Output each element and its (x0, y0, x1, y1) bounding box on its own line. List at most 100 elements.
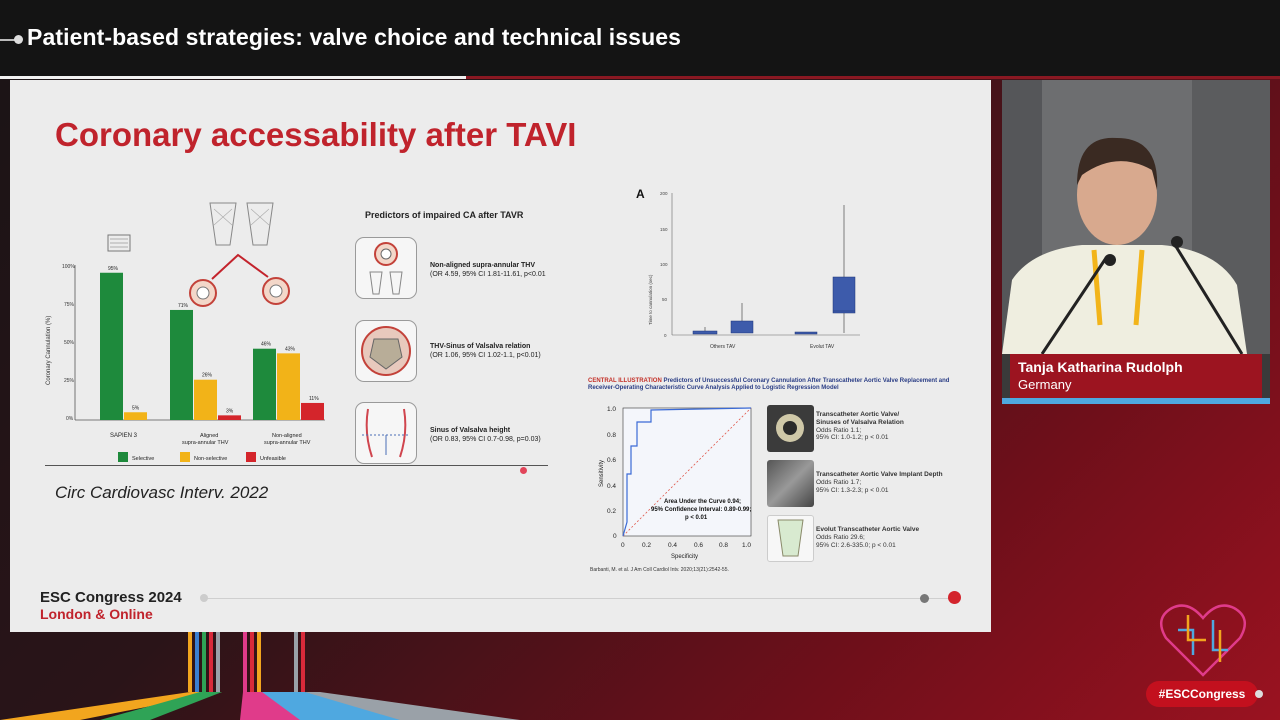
boxplot-cat-others: Others TAV (710, 344, 736, 350)
central-item-image-3 (767, 515, 814, 562)
auc-line-2: 95% Confidence Interval: 0.89-0.99; (651, 507, 751, 513)
nameplate-right-edge (1262, 354, 1270, 398)
bar-2-1 (277, 353, 300, 420)
central-item-3-l4: 95% CI: 2.6-335.0; p < 0.01 (816, 541, 896, 549)
slide-progress-grey-dot (920, 594, 929, 603)
central-item-3-l3: Odds Ratio 29.6; (816, 533, 865, 541)
central-item-image-2 (767, 460, 814, 507)
central-item-1-l3: Odds Ratio 1.1; (816, 426, 862, 434)
header-progress-white (0, 76, 466, 79)
central-title-rest: Predictors of Unsuccessful Coronary Cann… (588, 378, 950, 392)
footer-location: London & Online (40, 606, 153, 622)
slide-progress-red-dot (948, 591, 961, 604)
y-axis-label: Coronary Cannulation (%) (46, 316, 52, 385)
slide-title: Coronary accessability after TAVI (55, 116, 577, 153)
y-tick-100: 100% (62, 264, 75, 270)
speaker-name: Tanja Katharina Rudolph (1018, 359, 1183, 375)
y-tick-75: 75% (64, 302, 75, 308)
predictor-1-stat: (OR 4.59, 95% CI 1.81-11.61, p<0.01 (430, 271, 546, 278)
nameplate-accent-bar (1002, 398, 1270, 404)
slide-divider (45, 465, 548, 466)
bar-label-0-1: 5% (132, 405, 140, 411)
y-tick-25: 25% (64, 378, 75, 384)
footer-congress-name: ESC Congress 2024 (40, 589, 182, 606)
predictor-2-label: THV-Sinus of Valsalva relation (430, 343, 531, 350)
hashtag-badge: #ESCCongress (1146, 681, 1258, 707)
legend-unfeasible: Unfeasible (260, 456, 286, 462)
central-title-strong: CENTRAL ILLUSTRATION (588, 378, 662, 384)
roc-ytick-02: 0.2 (607, 508, 616, 515)
predictor-3-stat: (OR 0.83, 95% CI 0.7-0.98, p=0.03) (430, 436, 541, 443)
boxplot-cat-evolut: Evolut TAV (810, 344, 835, 350)
roc-x-ticks: 0 0.2 0.4 0.6 0.8 1.0 (621, 542, 751, 549)
group-label-aligned-2: supra-annular THV (182, 440, 229, 446)
bar-0-1 (124, 412, 147, 420)
auc-line-1: Area Under the Curve 0.94; (664, 499, 741, 505)
bar-label-1-2: 3% (226, 408, 234, 414)
nameplate-left-edge (1002, 354, 1010, 398)
ct-valve-icon (776, 414, 804, 442)
bar-label-0-0: 95% (108, 266, 119, 272)
roc-ylabel: Sensitivity (599, 460, 605, 487)
boxplot-others-tav (692, 303, 754, 335)
bp-tick-150: 150 (660, 227, 668, 232)
group-label-aligned-1: Aligned (200, 433, 218, 439)
bar-label-1-1: 26% (202, 373, 213, 379)
roc-ytick-06: 0.6 (607, 457, 616, 464)
central-reference: Barbanti, M. et al. J Am Coll Cardiol In… (590, 567, 729, 573)
bp-tick-0: 0 (664, 333, 667, 338)
bp-tick-200: 200 (660, 191, 668, 196)
laser-pointer-dot (520, 467, 527, 474)
roc-xtick-02: 0.2 (642, 542, 651, 549)
central-item-2-l3: Odds Ratio 1.7; (816, 478, 862, 486)
central-item-1-l4: 95% CI: 1.0-1.2; p < 0.01 (816, 434, 889, 442)
roc-xtick-08: 0.8 (719, 542, 728, 549)
bar-label-1-0: 71% (178, 303, 189, 309)
central-item-3: Evolut Transcatheter Aortic Valve Odds R… (816, 526, 919, 549)
panel-label-a: A (636, 187, 645, 201)
roc-xtick-0: 0 (621, 542, 625, 549)
predictor-2-stat: (OR 1.06, 95% CI 1.02-1.1, p<0.01) (430, 352, 541, 359)
speaker-country: Germany (1018, 377, 1072, 392)
legend-nonselective: Non-selective (194, 456, 227, 462)
y-tick-0: 0% (66, 416, 74, 422)
central-item-2-l1: Transcatheter Aortic Valve Implant Depth (816, 471, 943, 478)
roc-curve-chart: Sensitivity Specificity 0 0.2 0.4 0.6 0.… (599, 406, 751, 560)
cannulation-bar-chart: Coronary Cannulation (%) 100% 75% 50% 25… (46, 202, 325, 462)
group-label-sapien: SAPIEN 3 (110, 433, 138, 439)
group-label-nonaligned-1: Non-aligned (272, 433, 302, 439)
bar-label-2-2: 11% (309, 396, 319, 402)
roc-xtick-10: 1.0 (742, 542, 751, 549)
bar-2-0 (253, 348, 276, 420)
predictor-image-1 (355, 237, 417, 299)
speaker-video (1002, 80, 1270, 354)
central-item-1: Transcatheter Aortic Valve/ Sinuses of V… (816, 411, 904, 442)
roc-ytick-10: 1.0 (607, 406, 616, 413)
group-label-nonaligned-2: supra-annular THV (264, 440, 311, 446)
central-item-1-l2: Sinuses of Valsalva Relation (816, 418, 904, 426)
slide-progress-start-dot (200, 594, 208, 602)
boxplot-ylabel: Time to cannulation (sec) (648, 274, 653, 325)
top-bar: Patient-based strategies: valve choice a… (0, 0, 1280, 79)
header-dot-icon (14, 35, 23, 44)
central-illustration-title: CENTRAL ILLUSTRATION Predictors of Unsuc… (588, 378, 968, 392)
esc-heart-logo (1159, 604, 1247, 677)
bar-0-0 (100, 272, 123, 420)
predictor-1-label: Non-aligned supra-annular THV (430, 262, 536, 269)
decorative-stripes (0, 632, 520, 720)
bp-tick-100: 100 (660, 262, 668, 267)
roc-xlabel: Specificity (671, 554, 698, 560)
slide-progress-line (205, 598, 955, 599)
legend-selective: Selective (132, 456, 154, 462)
presentation-slide: Coronary accessability after TAVI Corona… (10, 80, 991, 632)
roc-ytick-08: 0.8 (607, 432, 616, 439)
valve-icons (107, 202, 290, 307)
central-item-2: Transcatheter Aortic Valve Implant Depth… (816, 471, 943, 494)
y-tick-50: 50% (64, 340, 75, 346)
central-item-1-l1: Transcatheter Aortic Valve/ (816, 411, 900, 418)
bar-1-0 (170, 309, 193, 420)
sinus-height-icon (362, 408, 410, 458)
bar-1-2 (218, 415, 241, 420)
predictor-image-2 (355, 320, 417, 382)
bar-label-2-0: 46% (261, 342, 272, 348)
